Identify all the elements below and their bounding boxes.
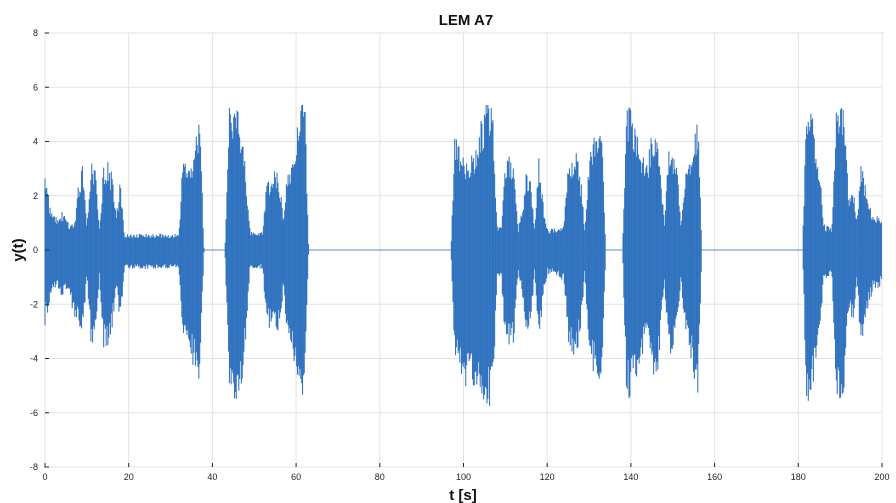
x-tick-label: 80 <box>375 472 385 482</box>
x-tick-label: 140 <box>623 472 638 482</box>
y-tick-label: 0 <box>33 245 38 255</box>
x-tick-label: 60 <box>291 472 301 482</box>
y-tick-label: 8 <box>33 28 38 38</box>
x-tick-label: 20 <box>124 472 134 482</box>
x-tick-label: 100 <box>456 472 471 482</box>
x-tick-label: 200 <box>874 472 889 482</box>
y-tick-label: -8 <box>30 462 38 472</box>
y-tick-label: -2 <box>30 299 38 309</box>
y-tick-label: 2 <box>33 191 38 201</box>
x-tick-label: 40 <box>207 472 217 482</box>
x-tick-label: 0 <box>42 472 47 482</box>
y-tick-label: 4 <box>33 137 38 147</box>
y-axis-label: y(t) <box>10 238 27 261</box>
x-tick-label: 120 <box>540 472 555 482</box>
x-tick-label: 180 <box>791 472 806 482</box>
y-tick-label: -4 <box>30 354 38 364</box>
x-axis-label: t [s] <box>449 487 477 503</box>
tick-layer: 0 20 40 60 80 100 120 140 160 180 200 -8 -6 -4 -2 0 2 4 6 8 <box>30 28 890 482</box>
signal-trace-layer <box>44 104 882 406</box>
x-tick-label: 160 <box>707 472 722 482</box>
chart-title: LEM A7 <box>439 12 493 29</box>
y-tick-label: -6 <box>30 408 38 418</box>
y-tick-label: 6 <box>33 82 38 92</box>
